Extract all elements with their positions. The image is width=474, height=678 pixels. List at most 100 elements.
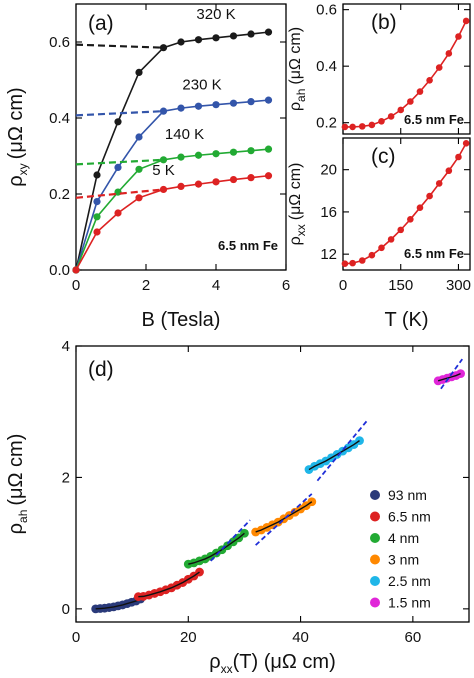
panel-b-ylabel-subscript: ah — [294, 89, 308, 102]
panel-a-series-1-point — [93, 198, 101, 206]
panel-a-series-1-point — [247, 98, 255, 106]
panel-d-ylabel-symbol: ρ — [5, 523, 27, 534]
panel-a-series-3-extrapolation — [75, 188, 164, 199]
panel-c-series-0-point — [387, 236, 395, 243]
panel-a-xlabel: B (Tesla) — [142, 309, 221, 331]
panel-a-letter: (a) — [88, 12, 114, 35]
panel-a-series-2-extrapolation — [75, 158, 164, 166]
panel-d-xtick-label: 20 — [180, 629, 197, 646]
panel-a-series-0-point — [114, 118, 122, 126]
panel-d-xlabel-symbol: ρ — [209, 651, 220, 673]
panel-a-series-2-label: 140 K — [165, 126, 204, 143]
legend-label-1: 6.5 nm — [388, 509, 431, 525]
panel-d-series-2-dashed-fit — [210, 519, 251, 562]
panel-b-series-0-point — [426, 77, 433, 84]
panel-a-series-1-point — [114, 163, 122, 171]
panel-a-series-0-point — [177, 38, 185, 46]
panel-d-series-5-dashed-fit — [440, 358, 463, 390]
panel-a-series-3-point — [229, 175, 238, 184]
panel-a-xtick-label: 6 — [282, 277, 290, 294]
panel-a-series-1-point — [194, 102, 203, 110]
panel-a-series-0-point — [212, 34, 220, 42]
panel-c-ylabel-unit: (μΩ cm) — [287, 163, 304, 221]
panel-d-frame — [75, 345, 470, 623]
panel-a-series-2-point — [135, 165, 143, 173]
panel-b-series-0-point — [349, 123, 356, 131]
panel-c-series-0-point — [358, 257, 366, 264]
panel-b-ylabel: ρah (μΩ cm) — [287, 27, 308, 111]
panel-a-panel: 0 2 4 6 0.0 0.2 0.4 0.6 (a) B (Tesla) ρxy (μΩ cm) 32… — [5, 3, 290, 331]
panel-b-frame — [342, 3, 471, 135]
panel-a-frame — [75, 3, 287, 271]
panel-a-xtick-label: 2 — [142, 277, 150, 294]
legend-marker-5 — [370, 597, 380, 608]
legend-marker-4 — [370, 576, 380, 586]
panel-a-ytick-label: 0.2 — [49, 186, 70, 203]
panel-a-series-0-point — [135, 68, 143, 76]
panel-a-series-1-point — [212, 101, 220, 109]
panel-a-series-3-point — [264, 172, 273, 180]
panel-c-series-0-point — [368, 251, 376, 259]
panel-a-series-2-point — [177, 153, 185, 161]
panel-b-ylabel-unit: (μΩ cm) — [287, 27, 304, 85]
legend-marker-3 — [370, 554, 380, 565]
panel-c-annotation: 6.5 nm Fe — [404, 246, 464, 261]
panel-a-series-2-point — [264, 145, 273, 153]
panel-a-series-2-point — [194, 151, 203, 159]
legend-marker-2 — [370, 533, 380, 543]
panel-d-xlabel: ρxx(T) (μΩ cm) — [209, 651, 336, 676]
panel-a-series-0-point — [194, 36, 203, 44]
panel-c-series-0-point — [349, 259, 356, 267]
panel-a-series-1-point — [229, 99, 238, 107]
panel-a-series-2-point — [212, 150, 220, 158]
legend-label-0: 93 nm — [388, 487, 427, 503]
panel-d-series-3-fit — [255, 501, 313, 533]
panel-c-ytick-label: 16 — [320, 204, 337, 221]
panel-c-series-0-point — [455, 153, 462, 161]
panel-c-series-0-point — [407, 216, 414, 223]
panel-a-series-1-point — [264, 96, 273, 104]
panel-a-series-0-label: 320 K — [196, 6, 235, 23]
panel-c-series-0-point — [416, 204, 424, 211]
panel-a-series-2-point — [93, 213, 101, 221]
panel-c-ylabel-symbol: ρ — [287, 236, 304, 245]
panel-a-xtick-label: 0 — [72, 277, 80, 294]
panel-a-xtick-label: 4 — [212, 277, 220, 294]
panel-a-series-3-point — [135, 194, 143, 202]
panel-a-series-3-point — [114, 209, 122, 217]
panel-a-series-2-point — [247, 147, 255, 155]
legend-label-5: 1.5 nm — [388, 595, 431, 611]
panel-a-series-0-extrapolation — [75, 43, 164, 49]
panel-b-series-0-point — [416, 88, 424, 95]
panel-d-series-3-dashed-fit — [255, 493, 313, 546]
panel-d-series-1-fit — [138, 571, 200, 598]
panel-a-series-1-label: 230 K — [182, 77, 221, 94]
panel-a-ytick-label: 0.6 — [49, 34, 70, 51]
panel-a-series-3-point — [177, 182, 185, 190]
panel-d-series-0-fit — [95, 598, 141, 610]
panel-b-series-0-point — [358, 123, 366, 130]
panel-c-panel: 0 150 300 12 16 20 (c) T (K) ρxx (μΩ cm) 6.5 nm Fe — [287, 137, 471, 331]
panel-a-series-0-point — [229, 32, 238, 40]
panel-b-series-0-point — [462, 17, 470, 25]
legend-marker-1 — [370, 511, 380, 522]
panel-c-series-0-point — [462, 139, 470, 147]
legend-label-3: 3 nm — [388, 552, 419, 568]
panel-b-series-0-point — [368, 121, 376, 129]
panel-b-series-0-point — [378, 117, 385, 125]
panel-d-ytick-label: 2 — [62, 469, 70, 486]
panel-d-ytick-label: 0 — [62, 601, 70, 618]
panel-b-series-0-point — [387, 113, 395, 120]
panel-b-series-0-point — [435, 64, 443, 71]
panel-c-xlabel: T (K) — [384, 309, 428, 331]
panel-a-series-3-point — [93, 228, 101, 236]
panel-c-ytick-label: 12 — [320, 246, 337, 263]
panel-b-panel: 0.2 0.4 0.6 (b) ρah (μΩ cm) 6.5 nm Fe — [287, 2, 471, 135]
panel-a-series-1-extrapolation — [75, 110, 164, 117]
panel-b-series-0-point — [397, 106, 405, 114]
panel-a-series-1-point — [135, 133, 143, 141]
panel-a-ylabel-unit: (μΩ cm) — [5, 87, 27, 159]
panel-a-series-0-point — [159, 44, 168, 52]
panel-c-xtick-label: 150 — [388, 277, 413, 294]
